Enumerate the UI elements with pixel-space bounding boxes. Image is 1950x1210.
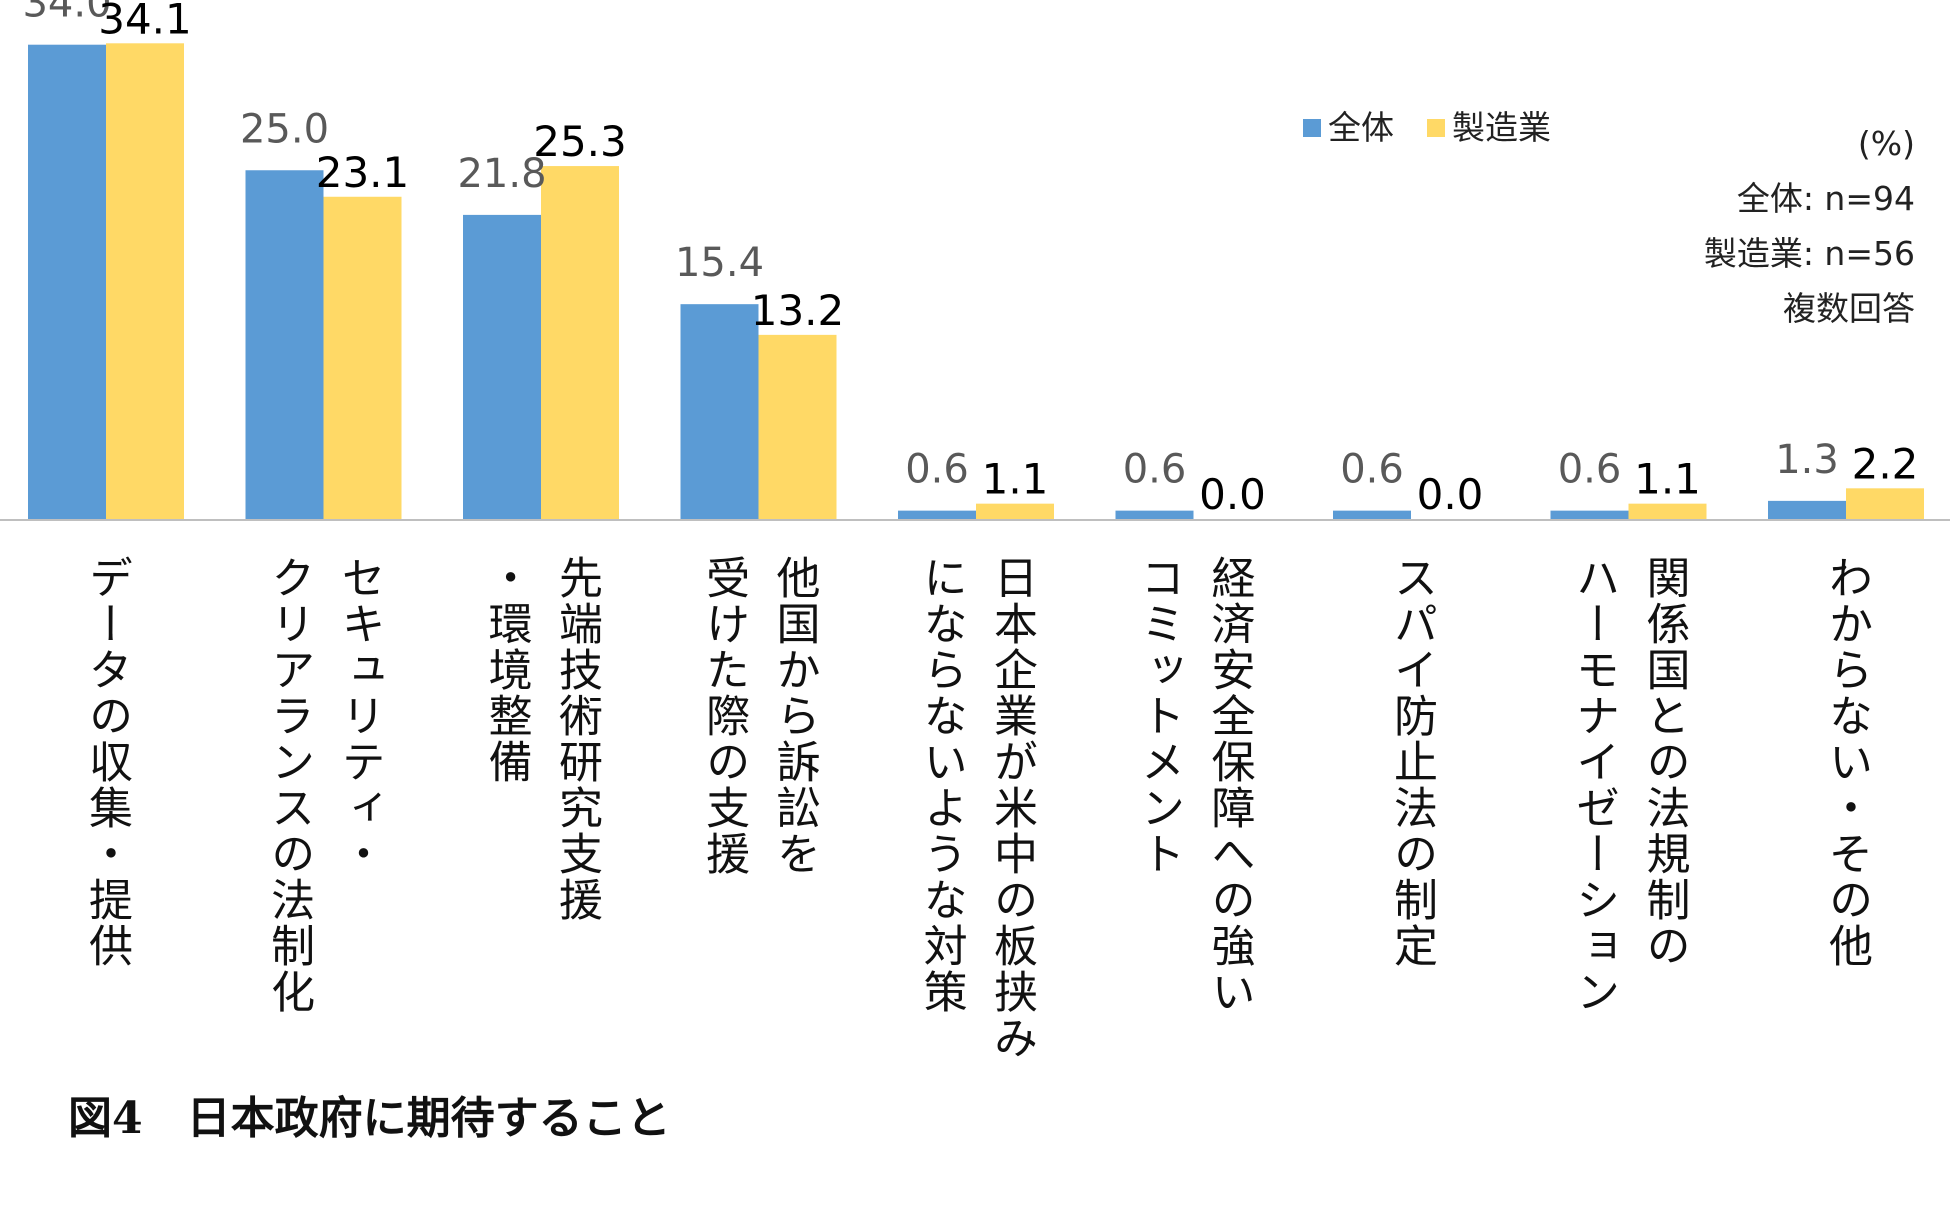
- value-label-all-4: 0.6: [905, 447, 969, 493]
- value-label-all-0: 34.0: [22, 0, 111, 27]
- bar-mfg-3: [758, 334, 837, 519]
- chart: 34.034.1 25.023.1 21.825.3 15.413.2 0.6 1.1 0.…: [0, 0, 1950, 521]
- value-labels-group: 34.034.1 25.023.1 21.825.3 15.413.2 0.6 1.1 0.…: [22, 0, 1918, 519]
- bars-group: [28, 43, 1924, 520]
- bar-mfg-8: [1846, 488, 1924, 519]
- value-label-all-3: 15.4: [675, 240, 764, 286]
- bar-all-8: [1768, 500, 1846, 519]
- bar-mfg-2: [541, 166, 619, 519]
- legend-swatch-mfg: [1427, 119, 1445, 137]
- category-label-7: 関係国との法規制の ハーモナイゼーション: [1568, 555, 1690, 1015]
- legend: 全体 製造業: [1303, 108, 1551, 147]
- figure-caption: 図4 日本政府に期待すること: [68, 1093, 671, 1144]
- bar-mfg-7: [1628, 503, 1707, 519]
- value-label-mfg-1: 23.1: [316, 148, 410, 197]
- value-label-mfg-2: 25.3: [533, 117, 627, 166]
- bar-all-4: [898, 510, 976, 519]
- value-label-mfg-6: 0.0: [1417, 470, 1484, 519]
- legend-label-all: 全体: [1328, 108, 1394, 147]
- value-label-all-6: 0.6: [1340, 447, 1404, 493]
- value-label-all-1: 25.0: [240, 106, 329, 152]
- value-label-mfg-7: 1.1: [1634, 455, 1701, 504]
- value-label-mfg-4: 1.1: [982, 455, 1049, 504]
- bar-all-7: [1550, 510, 1629, 519]
- bar-all-5: [1115, 510, 1194, 519]
- unit-note: (%): [1858, 124, 1915, 163]
- category-label-6: スパイ防止法の制定: [1386, 555, 1437, 969]
- bar-all-2: [463, 214, 541, 519]
- multiple-answer-note: 複数回答: [1783, 289, 1915, 328]
- value-label-mfg-0: 34.1: [98, 0, 192, 43]
- category-label-2: 先端技術研究支援 ・環境整備: [480, 555, 602, 923]
- category-label-3: 他国から訴訟を 受けた際の支援: [698, 555, 820, 877]
- category-label-5: 経済安全保障への強い コミットメント: [1133, 555, 1255, 1015]
- chart-notes: (%) 全体: n=94 製造業: n=56 複数回答: [1704, 124, 1915, 328]
- sample-size-mfg: 製造業: n=56: [1704, 234, 1915, 273]
- category-label-4: 日本企業が米中の板挟み にならないような対策: [915, 555, 1037, 1061]
- value-label-mfg-8: 2.2: [1852, 439, 1919, 488]
- category-label-0: データの収集・提供: [81, 555, 132, 969]
- legend-label-mfg: 製造業: [1452, 108, 1551, 147]
- bar-mfg-4: [976, 503, 1054, 519]
- bar-mfg-1: [323, 196, 402, 519]
- bar-mfg-0: [106, 43, 184, 520]
- category-label-8: わからない・その他: [1821, 555, 1872, 969]
- legend-swatch-all: [1303, 119, 1321, 137]
- value-label-all-2: 21.8: [457, 151, 546, 197]
- value-label-all-5: 0.6: [1123, 447, 1187, 493]
- value-label-all-8: 1.3: [1775, 437, 1839, 483]
- sample-size-all: 全体: n=94: [1737, 179, 1915, 218]
- bar-all-1: [245, 170, 324, 519]
- bar-all-3: [680, 304, 759, 519]
- value-label-all-7: 0.6: [1558, 447, 1622, 493]
- bar-all-0: [28, 44, 106, 519]
- value-label-mfg-5: 0.0: [1199, 470, 1266, 519]
- value-label-mfg-3: 13.2: [751, 286, 845, 335]
- bar-all-6: [1333, 510, 1411, 519]
- category-label-1: セキュリティ・ クリアランスの法制化: [263, 555, 385, 1015]
